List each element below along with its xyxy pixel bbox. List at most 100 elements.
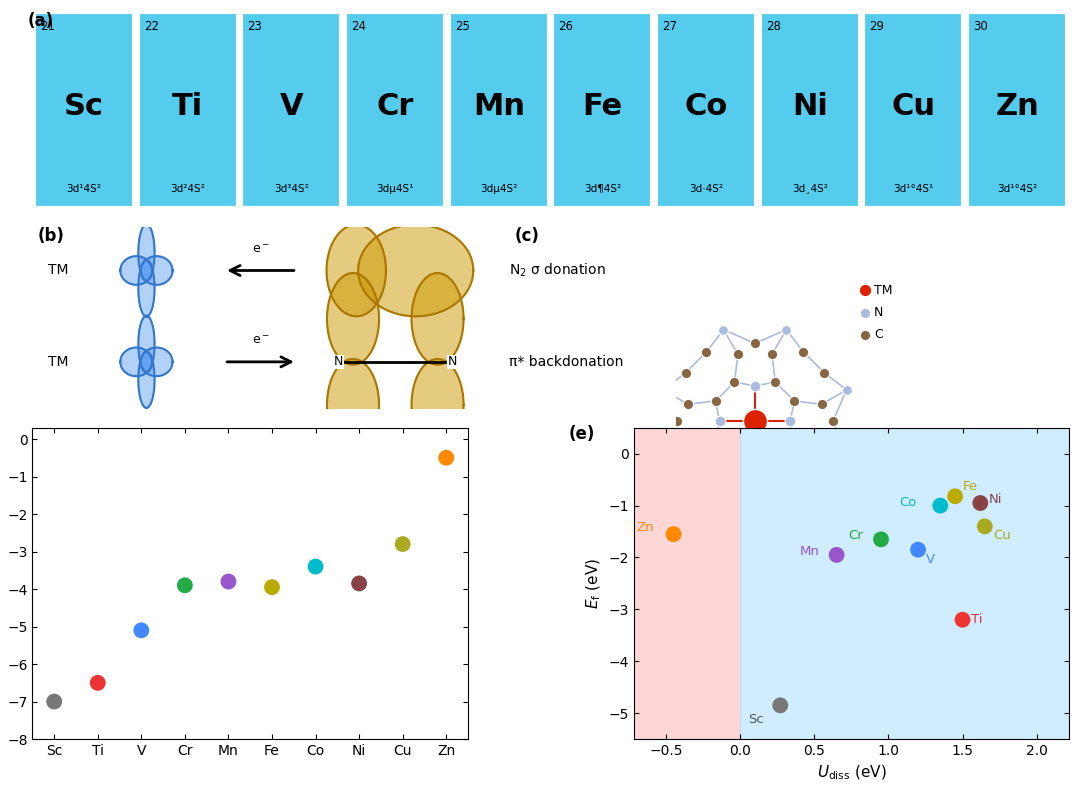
Point bbox=[785, 435, 802, 448]
Point bbox=[726, 376, 743, 388]
Text: 3d¶4S²: 3d¶4S² bbox=[584, 184, 621, 193]
Text: 3d¸4S²: 3d¸4S² bbox=[792, 184, 827, 193]
Text: Co: Co bbox=[899, 496, 916, 509]
Point bbox=[909, 543, 927, 556]
Text: TM: TM bbox=[49, 264, 69, 277]
Text: N$_2$ σ donation: N$_2$ σ donation bbox=[510, 262, 606, 279]
Text: π* backdonation: π* backdonation bbox=[510, 355, 624, 369]
Text: Sc: Sc bbox=[64, 92, 104, 121]
Point bbox=[726, 454, 743, 467]
Text: Mn: Mn bbox=[473, 92, 525, 121]
Point bbox=[795, 345, 812, 358]
Text: 23: 23 bbox=[247, 20, 262, 33]
Point bbox=[677, 367, 694, 380]
Polygon shape bbox=[138, 352, 154, 408]
X-axis label: $U_\mathrm{diss}$ (eV): $U_\mathrm{diss}$ (eV) bbox=[816, 764, 887, 782]
Point bbox=[307, 560, 324, 573]
Point bbox=[133, 624, 150, 637]
Point bbox=[729, 482, 746, 495]
FancyBboxPatch shape bbox=[448, 12, 549, 209]
FancyBboxPatch shape bbox=[345, 12, 445, 209]
Point bbox=[815, 463, 833, 476]
Polygon shape bbox=[140, 348, 173, 376]
Point bbox=[665, 528, 683, 541]
Point bbox=[764, 348, 781, 361]
Point bbox=[394, 538, 411, 551]
FancyBboxPatch shape bbox=[137, 12, 238, 209]
Text: e$^-$: e$^-$ bbox=[252, 334, 269, 348]
Text: TM: TM bbox=[874, 284, 892, 297]
Point bbox=[715, 488, 732, 501]
Point bbox=[873, 533, 890, 546]
Text: 3d¹°4S¹: 3d¹°4S¹ bbox=[893, 184, 933, 193]
Point bbox=[764, 482, 781, 495]
Y-axis label: $E_\mathrm{b}$ (eV): $E_\mathrm{b}$ (eV) bbox=[0, 556, 1, 610]
Point bbox=[90, 677, 107, 690]
Text: 25: 25 bbox=[455, 20, 470, 33]
FancyBboxPatch shape bbox=[759, 12, 860, 209]
Text: Zn: Zn bbox=[996, 92, 1039, 121]
Point bbox=[813, 432, 831, 445]
Point bbox=[654, 447, 672, 459]
Point bbox=[698, 345, 715, 358]
Text: Zn: Zn bbox=[636, 522, 654, 535]
Text: V: V bbox=[926, 553, 934, 566]
Point bbox=[669, 415, 686, 427]
Point bbox=[707, 395, 725, 407]
Point bbox=[642, 488, 659, 501]
Point bbox=[220, 575, 238, 588]
Text: Sc: Sc bbox=[747, 714, 764, 726]
Text: 3dµ4S¹: 3dµ4S¹ bbox=[377, 184, 414, 193]
Point bbox=[838, 384, 855, 396]
Text: (e): (e) bbox=[568, 424, 595, 443]
Text: (c): (c) bbox=[514, 227, 539, 244]
Point bbox=[746, 493, 764, 506]
Polygon shape bbox=[411, 273, 463, 364]
Point bbox=[264, 581, 281, 594]
Bar bbox=[634, 427, 740, 739]
Text: 3d¹°4S²: 3d¹°4S² bbox=[997, 184, 1037, 193]
Point bbox=[767, 376, 784, 388]
Text: 3dµ4S²: 3dµ4S² bbox=[481, 184, 517, 193]
Point bbox=[437, 451, 455, 464]
Text: Co: Co bbox=[685, 92, 728, 121]
Point bbox=[660, 488, 677, 501]
Point bbox=[715, 324, 732, 336]
Point bbox=[807, 488, 824, 501]
Point bbox=[746, 415, 764, 427]
Point bbox=[778, 507, 795, 519]
Text: Ni: Ni bbox=[792, 92, 827, 121]
Point bbox=[711, 415, 728, 427]
Point bbox=[815, 367, 833, 380]
Point bbox=[176, 579, 193, 592]
Bar bbox=[740, 427, 1069, 739]
FancyBboxPatch shape bbox=[863, 12, 963, 209]
Text: Cu: Cu bbox=[891, 92, 935, 121]
Text: 22: 22 bbox=[144, 20, 159, 33]
Polygon shape bbox=[140, 256, 173, 284]
Point bbox=[946, 490, 963, 503]
Text: N: N bbox=[334, 356, 343, 368]
Point bbox=[45, 695, 63, 708]
Text: 24: 24 bbox=[351, 20, 366, 33]
Text: e$^-$: e$^-$ bbox=[252, 243, 269, 256]
Polygon shape bbox=[138, 260, 154, 316]
Point bbox=[679, 398, 697, 411]
Point bbox=[813, 398, 831, 411]
Point bbox=[746, 337, 764, 350]
Text: 3d¹4S²: 3d¹4S² bbox=[67, 184, 102, 193]
Polygon shape bbox=[120, 348, 152, 376]
Point bbox=[785, 395, 802, 407]
Text: 27: 27 bbox=[662, 20, 677, 33]
Point bbox=[838, 447, 855, 459]
Point bbox=[932, 499, 949, 512]
Text: Cr: Cr bbox=[377, 92, 414, 121]
Point bbox=[733, 488, 751, 501]
Polygon shape bbox=[138, 316, 154, 372]
Point bbox=[954, 614, 971, 626]
Text: TM: TM bbox=[49, 355, 69, 369]
Text: 3d·4S²: 3d·4S² bbox=[689, 184, 724, 193]
Point bbox=[856, 284, 874, 296]
Text: Ti: Ti bbox=[172, 92, 203, 121]
Text: Ti: Ti bbox=[971, 614, 983, 626]
